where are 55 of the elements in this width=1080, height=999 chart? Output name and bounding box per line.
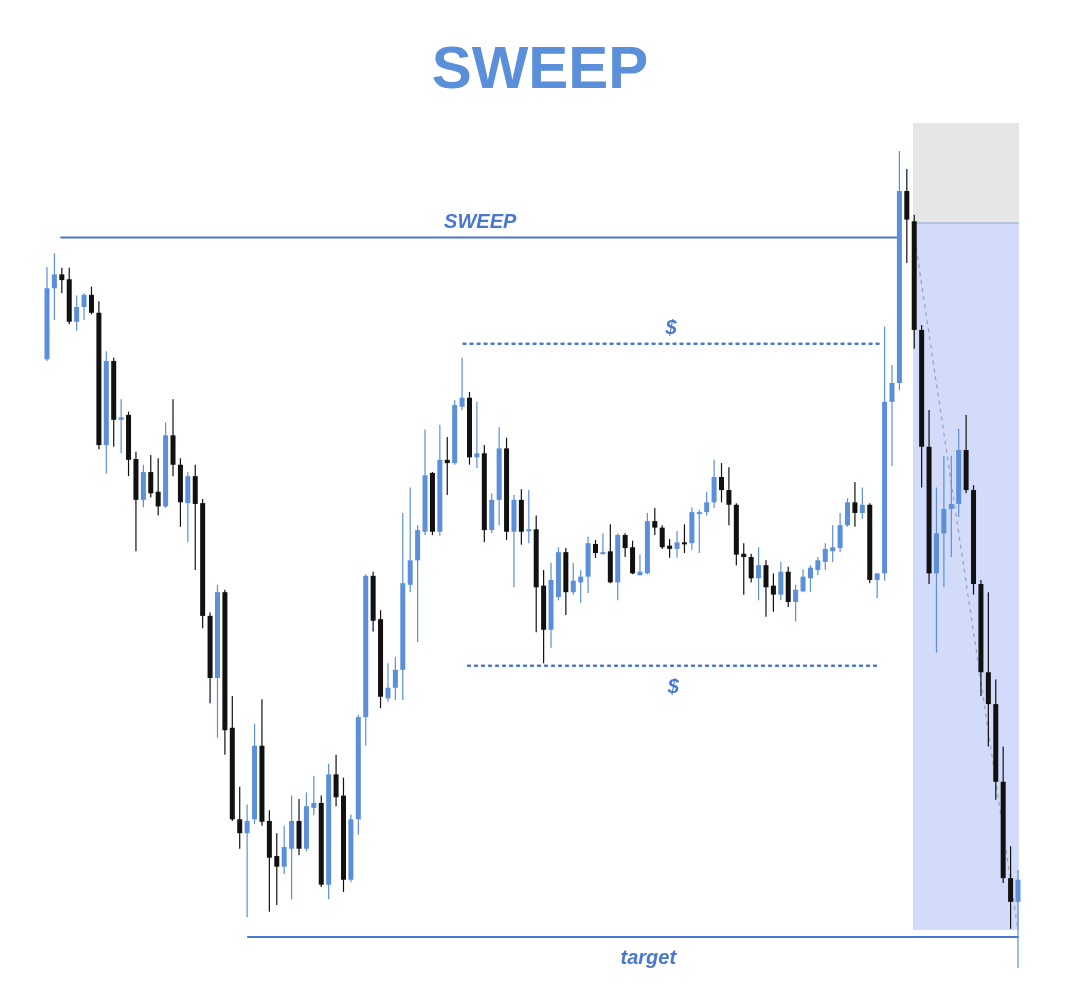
candlestick (333, 754, 339, 807)
candlestick (763, 559, 769, 618)
candlestick (830, 524, 836, 563)
candlestick (274, 832, 280, 906)
candlestick (88, 286, 94, 315)
chart-title: SWEEP (431, 34, 649, 101)
candlestick (59, 267, 65, 294)
candlestick (459, 357, 465, 411)
candlestick (385, 662, 391, 703)
candlestick (696, 509, 702, 554)
candlestick (837, 512, 843, 553)
candlestick (667, 538, 673, 559)
candlestick (800, 568, 806, 593)
candlestick (444, 436, 450, 496)
candlestick (237, 786, 243, 850)
candlestick (726, 466, 732, 526)
candlestick (719, 462, 725, 503)
candlestick (845, 497, 851, 528)
ref-line-label: $ (666, 674, 680, 697)
candlestick (622, 532, 628, 558)
candlestick (118, 398, 124, 454)
candlestick (244, 804, 250, 918)
candlestick (74, 295, 80, 332)
candlestick (155, 457, 161, 516)
candlestick (526, 489, 532, 544)
candlestick (148, 454, 154, 499)
candlestick (637, 554, 643, 577)
candlestick (704, 491, 710, 516)
ref-line-label: target (620, 945, 678, 968)
candlestick (659, 524, 665, 550)
ref-line-label: SWEEP (444, 209, 518, 232)
candlestick (81, 292, 87, 321)
candlestick (652, 507, 658, 536)
candlestick (474, 401, 480, 469)
candlestick (822, 542, 828, 571)
candlestick (674, 530, 680, 559)
candlestick (741, 542, 747, 596)
candlestick (770, 572, 776, 613)
candlestick (51, 252, 57, 321)
candlestick (281, 825, 287, 875)
candlestick (311, 775, 317, 816)
candlestick (778, 561, 784, 601)
candlestick (889, 364, 895, 467)
candlestick (793, 584, 799, 623)
candlestick (756, 546, 762, 601)
ref-line-label: $ (664, 315, 678, 338)
candlestick (570, 562, 576, 596)
candlestick (807, 564, 813, 593)
candlestick (852, 481, 858, 528)
candlestick (392, 656, 398, 701)
candlestick (859, 487, 865, 520)
candlestick (874, 572, 880, 599)
candlestick (600, 532, 606, 556)
candlestick (681, 523, 687, 554)
candlestick (748, 553, 754, 583)
